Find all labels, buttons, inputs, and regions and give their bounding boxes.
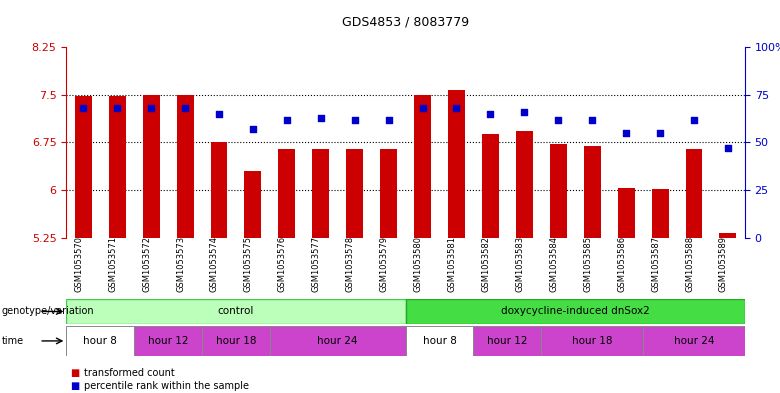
- Text: hour 24: hour 24: [317, 336, 358, 346]
- Bar: [550, 144, 567, 238]
- Text: GSM1053585: GSM1053585: [583, 236, 592, 292]
- Text: GSM1053589: GSM1053589: [719, 236, 728, 292]
- Point: [518, 109, 530, 115]
- Bar: [473, 326, 541, 356]
- Bar: [541, 326, 643, 356]
- Point: [111, 105, 123, 111]
- Bar: [66, 299, 406, 324]
- Bar: [346, 149, 363, 238]
- Text: hour 12: hour 12: [148, 336, 188, 346]
- Bar: [686, 149, 703, 238]
- Bar: [108, 96, 126, 238]
- Bar: [414, 95, 431, 238]
- Point: [246, 126, 259, 132]
- Text: GSM1053578: GSM1053578: [346, 236, 355, 292]
- Text: GSM1053580: GSM1053580: [413, 236, 423, 292]
- Text: percentile rank within the sample: percentile rank within the sample: [84, 381, 250, 391]
- Bar: [651, 189, 668, 238]
- Text: ■: ■: [70, 381, 80, 391]
- Point: [77, 105, 90, 111]
- Point: [722, 145, 734, 151]
- Point: [213, 111, 225, 117]
- Bar: [312, 149, 329, 238]
- Bar: [719, 233, 736, 238]
- Bar: [380, 149, 397, 238]
- Text: GSM1053576: GSM1053576: [278, 236, 287, 292]
- Text: ■: ■: [70, 367, 80, 378]
- Text: GSM1053583: GSM1053583: [516, 236, 524, 292]
- Bar: [448, 90, 465, 238]
- Bar: [618, 188, 635, 238]
- Bar: [202, 326, 270, 356]
- Point: [349, 116, 361, 123]
- Bar: [406, 326, 473, 356]
- Point: [281, 116, 293, 123]
- Text: GSM1053582: GSM1053582: [481, 236, 491, 292]
- Text: hour 18: hour 18: [572, 336, 612, 346]
- Point: [552, 116, 565, 123]
- Bar: [406, 299, 745, 324]
- Bar: [143, 95, 160, 238]
- Text: GSM1053572: GSM1053572: [142, 236, 151, 292]
- Text: hour 24: hour 24: [674, 336, 714, 346]
- Text: GDS4853 / 8083779: GDS4853 / 8083779: [342, 16, 469, 29]
- Text: hour 18: hour 18: [216, 336, 256, 346]
- Bar: [66, 326, 134, 356]
- Point: [417, 105, 429, 111]
- Point: [688, 116, 700, 123]
- Text: GSM1053571: GSM1053571: [108, 236, 117, 292]
- Text: GSM1053573: GSM1053573: [176, 236, 185, 292]
- Text: GSM1053588: GSM1053588: [685, 236, 694, 292]
- Bar: [583, 146, 601, 238]
- Point: [450, 105, 463, 111]
- Text: GSM1053587: GSM1053587: [651, 236, 660, 292]
- Text: time: time: [2, 336, 23, 346]
- Point: [179, 105, 191, 111]
- Bar: [516, 131, 533, 238]
- Bar: [134, 326, 202, 356]
- Point: [314, 114, 327, 121]
- Text: GSM1053577: GSM1053577: [312, 236, 321, 292]
- Text: doxycycline-induced dnSox2: doxycycline-induced dnSox2: [501, 307, 650, 316]
- Text: GSM1053586: GSM1053586: [617, 236, 626, 292]
- Text: GSM1053579: GSM1053579: [380, 236, 388, 292]
- Bar: [176, 95, 193, 238]
- Text: genotype/variation: genotype/variation: [2, 307, 94, 316]
- Text: GSM1053570: GSM1053570: [74, 236, 83, 292]
- Bar: [75, 96, 92, 238]
- Text: GSM1053574: GSM1053574: [210, 236, 219, 292]
- Text: transformed count: transformed count: [84, 367, 175, 378]
- Text: GSM1053584: GSM1053584: [549, 236, 558, 292]
- Bar: [244, 171, 261, 238]
- Point: [654, 130, 666, 136]
- Text: control: control: [218, 307, 254, 316]
- Point: [586, 116, 598, 123]
- Bar: [643, 326, 745, 356]
- Point: [484, 111, 497, 117]
- Bar: [278, 149, 296, 238]
- Text: hour 8: hour 8: [423, 336, 456, 346]
- Bar: [270, 326, 406, 356]
- Bar: [211, 142, 228, 238]
- Point: [382, 116, 395, 123]
- Text: GSM1053581: GSM1053581: [448, 236, 456, 292]
- Text: hour 12: hour 12: [488, 336, 527, 346]
- Point: [620, 130, 633, 136]
- Text: hour 8: hour 8: [83, 336, 117, 346]
- Point: [145, 105, 158, 111]
- Bar: [482, 134, 499, 238]
- Text: GSM1053575: GSM1053575: [244, 236, 253, 292]
